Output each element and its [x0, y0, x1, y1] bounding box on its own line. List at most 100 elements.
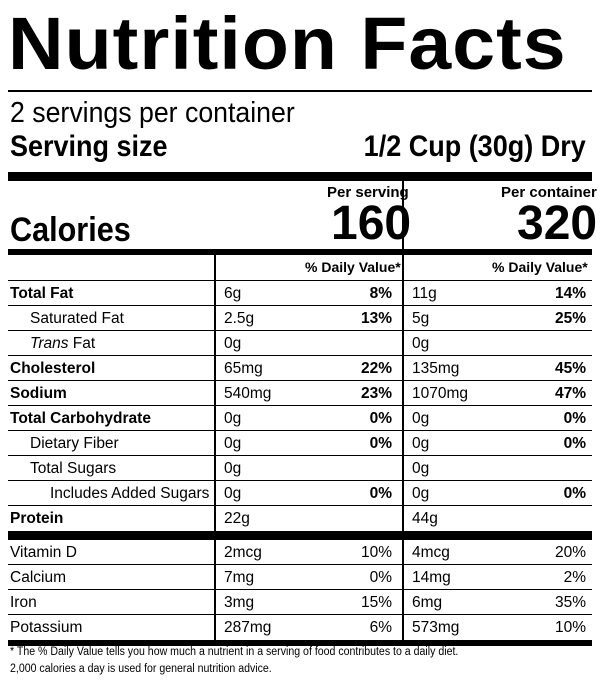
nutrient-name: Iron [10, 594, 37, 611]
nutrient-row-protein: Protein 22g 44g [8, 506, 592, 531]
calories-label: Calories [10, 211, 131, 249]
serving-size-label: Serving size [10, 130, 168, 163]
footnote: * The % Daily Value tells you how much a… [10, 644, 547, 678]
column-divider-2 [402, 176, 404, 641]
amount-serving: 2.5g [224, 310, 255, 327]
serving-size-value: 1/2 Cup (30g) Dry [363, 130, 586, 163]
dv-serving: 0% [369, 485, 392, 502]
amount-serving: 7mg [224, 569, 255, 586]
divider-thin [8, 90, 592, 92]
nutrient-row-total-carbohydrate: Total Carbohydrate 0g 0% 0g 0% [8, 406, 592, 431]
divider-thick [8, 172, 592, 181]
amount-container: 14mg [412, 569, 451, 586]
dv-container: 20% [554, 544, 586, 561]
dv-container: 25% [554, 310, 586, 327]
dv-container: 47% [554, 385, 586, 402]
dv-header-serving: % Daily Value* [305, 259, 401, 275]
divider-medium [8, 249, 592, 255]
dv-container: 45% [554, 360, 586, 377]
dv-serving: 13% [360, 310, 392, 327]
dv-header-container: % Daily Value* [492, 259, 588, 275]
dv-container: 0% [563, 410, 586, 427]
trans-italic: Trans [30, 335, 69, 352]
vitamin-row-vitamin-d: Vitamin D 2mcg 10% 4mcg 20% [8, 540, 592, 565]
divider-thick-vitamins [8, 531, 592, 540]
servings-per-container: 2 servings per container [10, 97, 295, 129]
amount-container: 0g [412, 335, 430, 352]
per-serving-label: Per serving [327, 184, 409, 201]
nutrient-name: Dietary Fiber [30, 435, 119, 452]
dv-serving: 23% [360, 385, 392, 402]
column-divider-1 [214, 249, 216, 641]
dv-serving: 22% [360, 360, 392, 377]
amount-serving: 65mg [224, 360, 263, 377]
dv-serving: 0% [369, 569, 392, 586]
amount-serving: 0g [224, 335, 242, 352]
dv-container: 0% [563, 435, 586, 452]
dv-container: 35% [554, 594, 586, 611]
footnote-line-2: 2,000 calories a day is used for general… [10, 663, 272, 675]
amount-container: 1070mg [412, 385, 469, 402]
nutrient-name: Total Fat [10, 285, 74, 302]
amount-container: 573mg [412, 619, 460, 636]
nutrient-row-total-fat: Total Fat 6g 8% 11g 14% [8, 281, 592, 306]
vitamin-row-potassium: Potassium 287mg 6% 573mg 10% [8, 615, 592, 640]
dv-serving: 10% [360, 544, 392, 561]
amount-serving: 287mg [224, 619, 272, 636]
amount-serving: 0g [224, 460, 242, 477]
nutrient-name: Saturated Fat [30, 310, 124, 327]
row-separator [8, 280, 592, 281]
dv-serving: 0% [369, 410, 392, 427]
nutrient-row-sodium: Sodium 540mg 23% 1070mg 47% [8, 381, 592, 406]
amount-container: 0g [412, 435, 430, 452]
dv-serving: 0% [369, 435, 392, 452]
dv-serving: 6% [369, 619, 392, 636]
amount-serving: 6g [224, 285, 242, 302]
nutrient-row-trans-fat: Trans Fat 0g 0g [8, 331, 592, 356]
nutrient-name: Total Carbohydrate [10, 410, 151, 427]
nutrient-name: Potassium [10, 619, 83, 636]
nutrient-name: Total Sugars [30, 460, 117, 477]
divider-footnote [8, 640, 592, 646]
nutrient-name: Protein [10, 510, 64, 527]
amount-container: 11g [412, 285, 437, 302]
dv-serving: 15% [360, 594, 392, 611]
nutrient-name: Vitamin D [10, 544, 77, 561]
nutrient-name: Includes Added Sugars [50, 485, 210, 502]
calories-per-serving: 160 [331, 197, 412, 250]
vitamin-row-calcium: Calcium 7mg 0% 14mg 2% [8, 565, 592, 590]
amount-container: 6mg [412, 594, 443, 611]
amount-container: 44g [412, 510, 438, 527]
amount-container: 5g [412, 310, 430, 327]
amount-container: 0g [412, 410, 430, 427]
nutrient-row-total-sugars: Total Sugars 0g 0g [8, 456, 592, 481]
trans-rest: Fat [68, 335, 96, 352]
nutrient-row-saturated-fat: Saturated Fat 2.5g 13% 5g 25% [8, 306, 592, 331]
per-container-label: Per container [501, 184, 597, 201]
amount-serving: 540mg [224, 385, 272, 402]
amount-serving: 0g [224, 410, 242, 427]
nutrient-name: Calcium [10, 569, 66, 586]
label-title: Nutrition Facts [8, 2, 567, 85]
dv-container: 10% [554, 619, 586, 636]
dv-serving: 8% [369, 285, 392, 302]
nutrient-name: Trans Fat [30, 334, 95, 353]
amount-container: 0g [412, 485, 430, 502]
vitamin-row-iron: Iron 3mg 15% 6mg 35% [8, 590, 592, 615]
amount-container: 0g [412, 460, 430, 477]
dv-container: 0% [563, 485, 586, 502]
nutrient-row-dietary-fiber: Dietary Fiber 0g 0% 0g 0% [8, 431, 592, 456]
nutrient-name: Sodium [10, 385, 67, 402]
amount-serving: 0g [224, 485, 242, 502]
amount-container: 135mg [412, 360, 460, 377]
dv-container: 14% [554, 285, 586, 302]
amount-container: 4mcg [412, 544, 450, 561]
amount-serving: 0g [224, 435, 242, 452]
amount-serving: 2mcg [224, 544, 262, 561]
calories-per-container: 320 [517, 197, 598, 250]
nutrient-name: Cholesterol [10, 360, 96, 377]
amount-serving: 3mg [224, 594, 255, 611]
dv-container: 2% [563, 569, 586, 586]
nutrient-row-cholesterol: Cholesterol 65mg 22% 135mg 45% [8, 356, 592, 381]
